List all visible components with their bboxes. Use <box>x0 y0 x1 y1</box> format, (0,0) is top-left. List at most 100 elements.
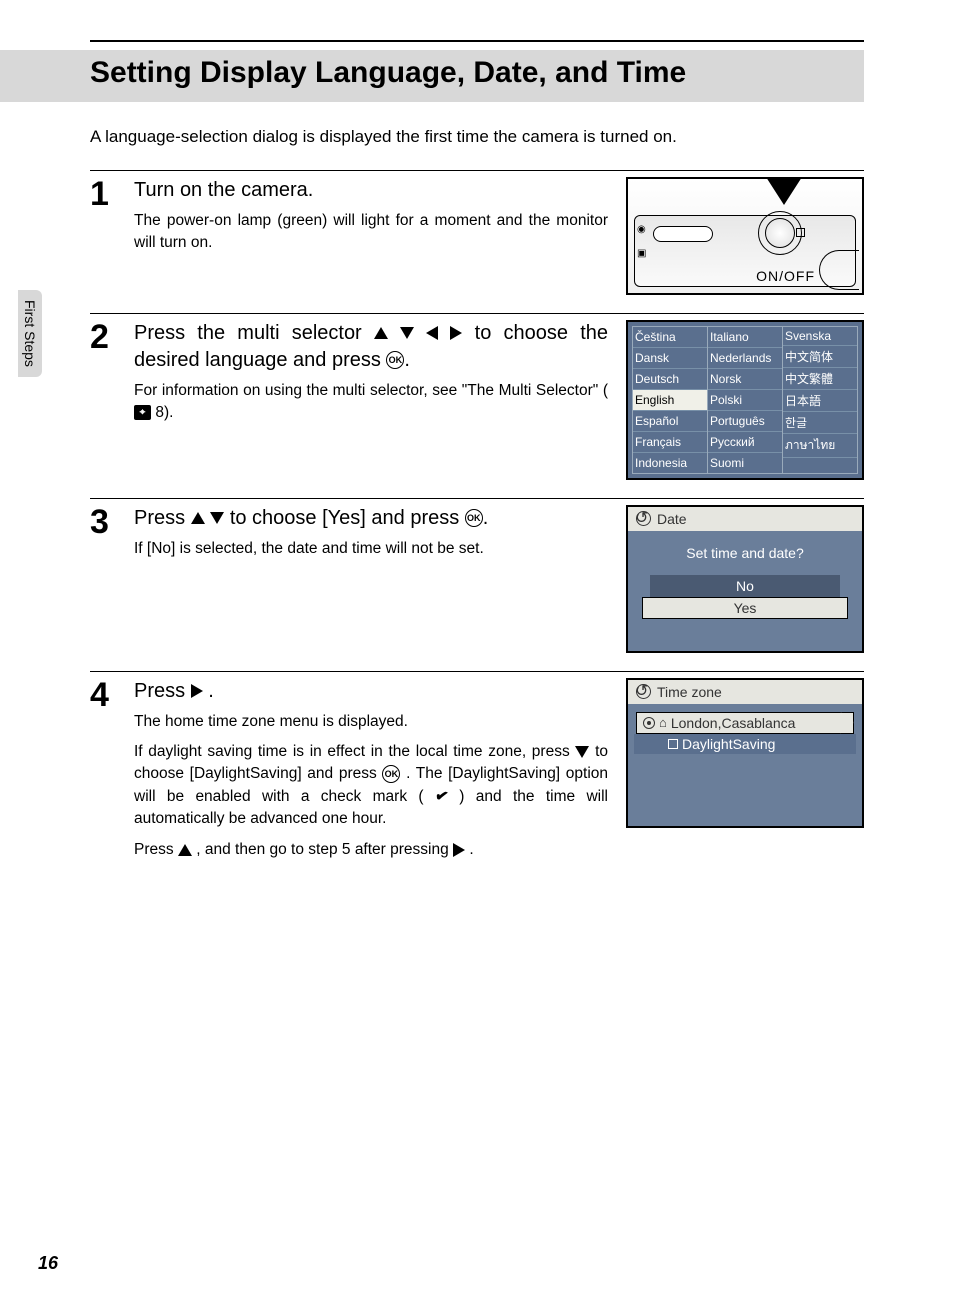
lang-option[interactable]: Русский <box>708 432 782 453</box>
step-title: Press . <box>134 678 608 705</box>
text: . <box>404 349 410 371</box>
lang-option[interactable]: Deutsch <box>633 369 707 390</box>
lang-column: ItalianoNederlandsNorskPolskiPortuguêsРу… <box>708 326 783 474</box>
page-number: 16 <box>38 1253 58 1274</box>
lang-option[interactable]: 日本語 <box>783 390 857 412</box>
tz-head: Time zone <box>657 684 722 700</box>
tz-option-home[interactable]: ⌂ London,Casablanca <box>636 712 854 734</box>
step-3: 3 Press to choose [Yes] and press OK. If… <box>90 499 864 671</box>
camera-icon-play: ▣ <box>637 248 646 259</box>
lang-option[interactable]: 한글 <box>783 412 857 434</box>
date-head: Date <box>657 511 687 527</box>
text: . <box>483 507 489 529</box>
right-icon <box>453 843 465 857</box>
lang-option[interactable]: Español <box>633 411 707 432</box>
ok-icon: OK <box>465 509 483 527</box>
lang-option <box>783 458 857 473</box>
lang-column: ČeštinaDanskDeutschEnglishEspañolFrançai… <box>632 326 708 474</box>
arrow-down-icon <box>766 177 802 205</box>
text: Press <box>134 841 178 858</box>
option-yes[interactable]: Yes <box>642 597 848 619</box>
top-rule <box>90 40 864 42</box>
text: . <box>208 680 214 702</box>
intro-text: A language-selection dialog is displayed… <box>90 124 864 150</box>
tz-row1-label: London,Casablanca <box>671 715 796 731</box>
text: , and then go to step 5 after pressing <box>196 841 453 858</box>
page-title: Setting Display Language, Date, and Time <box>90 56 864 90</box>
timezone-screen: Time zone ⌂ London,Casablanca DaylightSa… <box>626 678 864 828</box>
date-prompt: Set time and date? <box>638 545 852 561</box>
lang-option[interactable]: Português <box>708 411 782 432</box>
step-title: Press to choose [Yes] and press OK. <box>134 505 608 532</box>
step-title: Turn on the camera. <box>134 177 608 204</box>
camera-illustration: ◉ ▣ ON/OFF <box>626 177 864 295</box>
step-4: 4 Press . The home time zone menu is dis… <box>90 672 864 888</box>
step-desc: The power-on lamp (green) will light for… <box>134 210 608 255</box>
step-number: 4 <box>90 678 134 870</box>
step-1: 1 Turn on the camera. The power-on lamp … <box>90 171 864 313</box>
lang-option[interactable]: Svenska <box>783 327 857 346</box>
date-screen: Date Set time and date? No Yes <box>626 505 864 653</box>
step-number: 3 <box>90 505 134 653</box>
text: 8 <box>155 404 164 421</box>
camera-slot-icon <box>653 226 713 242</box>
ok-icon: OK <box>386 351 404 369</box>
lang-option[interactable]: Italiano <box>708 327 782 348</box>
down-icon <box>575 746 589 758</box>
down-icon <box>210 512 224 524</box>
lang-option[interactable]: 中文繁體 <box>783 368 857 390</box>
lang-option[interactable]: Dansk <box>633 348 707 369</box>
camera-icon-rec: ◉ <box>637 224 646 235</box>
text: Press <box>134 507 191 529</box>
lang-column: Svenska中文简体中文繁體日本語한글ภาษาไทย <box>783 326 858 474</box>
tz-row2-label: DaylightSaving <box>682 736 775 752</box>
camera-lens-icon <box>819 250 859 290</box>
step-desc: If daylight saving time is in effect in … <box>134 741 608 831</box>
text: If daylight saving time is in effect in … <box>134 743 575 760</box>
up-icon <box>374 327 388 339</box>
up-icon <box>191 512 205 524</box>
home-icon: ⌂ <box>659 716 667 729</box>
step-desc: Press , and then go to step 5 after pres… <box>134 839 608 861</box>
lang-option[interactable]: Norsk <box>708 369 782 390</box>
step-desc: If [No] is selected, the date and time w… <box>134 538 608 560</box>
right-icon <box>450 326 462 340</box>
right-icon <box>191 684 203 698</box>
text: For information on using the multi selec… <box>134 382 608 399</box>
onoff-label: ON/OFF <box>756 268 815 284</box>
step-number: 2 <box>90 320 134 480</box>
check-icon: ✔ <box>433 785 450 810</box>
down-icon <box>400 327 414 339</box>
lang-option[interactable]: Français <box>633 432 707 453</box>
radio-icon <box>643 717 655 729</box>
lang-option[interactable]: Čeština <box>633 327 707 348</box>
lang-option[interactable]: 中文简体 <box>783 346 857 368</box>
chevron-right-icon <box>840 712 854 734</box>
checkbox-icon <box>668 739 678 749</box>
ok-icon: OK <box>382 765 400 783</box>
lang-option[interactable]: Suomi <box>708 453 782 473</box>
title-bar: Setting Display Language, Date, and Time <box>0 50 864 102</box>
tz-option-dst[interactable]: DaylightSaving <box>634 734 856 754</box>
camera-indicator-icon <box>796 228 805 237</box>
step-number: 1 <box>90 177 134 295</box>
text: to choose [Yes] and press <box>230 507 465 529</box>
step-2: 2 Press the multi selector to choose the… <box>90 314 864 498</box>
lang-option[interactable]: ภาษาไทย <box>783 434 857 458</box>
step-desc: For information on using the multi selec… <box>134 380 608 425</box>
text: Press the multi selector <box>134 322 374 344</box>
clock-icon <box>636 684 651 699</box>
page-ref-icon: ⌖ <box>134 405 151 420</box>
step-title: Press the multi selector to choose the d… <box>134 320 608 374</box>
option-no[interactable]: No <box>650 575 840 597</box>
lang-option[interactable]: Indonesia <box>633 453 707 473</box>
text: Press <box>134 680 191 702</box>
lang-option[interactable]: Polski <box>708 390 782 411</box>
step-desc: The home time zone menu is displayed. <box>134 711 608 733</box>
lang-option[interactable]: Nederlands <box>708 348 782 369</box>
clock-icon <box>636 511 651 526</box>
left-icon <box>426 326 438 340</box>
text: ). <box>164 404 173 421</box>
lang-option[interactable]: English <box>633 390 707 411</box>
camera-power-button <box>765 218 795 248</box>
